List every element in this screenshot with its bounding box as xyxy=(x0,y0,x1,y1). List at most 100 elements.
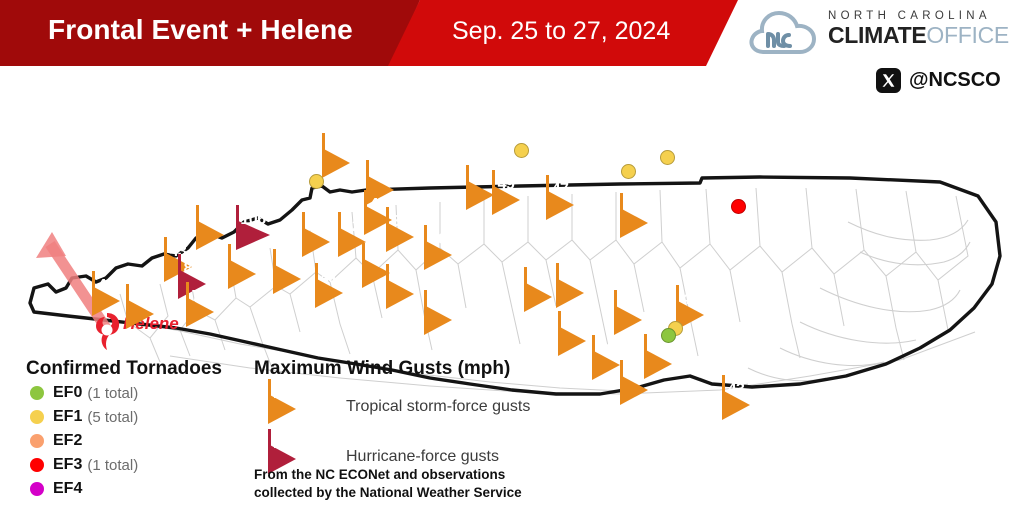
tornado-legend-item: EF4 xyxy=(26,478,256,500)
flag-pennant xyxy=(236,220,270,250)
flag-pennant xyxy=(546,190,574,220)
flag-pennant xyxy=(556,278,584,308)
helene-storm-symbol xyxy=(92,308,122,352)
flag-pennant xyxy=(196,220,224,250)
x-handle-label: @NCSCO xyxy=(909,68,1001,91)
flag-pennant xyxy=(386,222,414,252)
flag-value: 42 xyxy=(97,277,115,294)
flag-pennant xyxy=(268,394,296,424)
flag-value: 45 xyxy=(619,296,637,313)
tornado-legend-dot xyxy=(30,386,44,400)
tornado-legend-item: EF1 (5 total) xyxy=(26,406,256,428)
gust-legend-sample: ## xyxy=(273,385,291,402)
tornado-legend-dot xyxy=(30,434,44,448)
flag-pennant xyxy=(126,299,154,329)
flag-pennant xyxy=(92,286,120,316)
flag-value: 41 xyxy=(367,249,385,266)
date-range-label: Sep. 25 to 27, 2024 xyxy=(452,17,671,45)
flag-value: 55 xyxy=(278,255,296,272)
flag-pennant xyxy=(273,264,301,294)
gust-legend-label: Tropical storm-force gusts xyxy=(346,398,531,415)
gust-legend-title: Maximum Wind Gusts (mph) xyxy=(254,358,511,379)
social-handle[interactable]: @NCSCO xyxy=(876,66,1001,94)
flag-value: 43 xyxy=(529,273,547,290)
tornado-legend-dot xyxy=(30,458,44,472)
flag-value: 73 xyxy=(191,288,209,305)
flag-value: 106 xyxy=(240,211,266,228)
tornado-legend-count: (1 total) xyxy=(87,384,139,402)
flag-value: 47 xyxy=(551,181,569,198)
flag-pennant xyxy=(366,175,394,205)
tornado-legend-title: Confirmed Tornadoes xyxy=(26,358,222,379)
flag-pennant xyxy=(362,258,390,288)
flag-value: 40 xyxy=(681,291,699,308)
logo-state-label: NORTH CAROLINA xyxy=(828,10,991,22)
logo-wordmark: NORTH CAROLINA CLIMATEOFFICE xyxy=(828,10,1009,51)
tornado-legend: Confirmed Tornadoes EF0 (1 total) EF1 (5 to… xyxy=(26,358,256,500)
tornado-marker xyxy=(621,164,636,179)
tornado-marker xyxy=(731,199,746,214)
source-note: From the NC ECONet and observations coll… xyxy=(254,466,522,502)
flag-value: 87 xyxy=(183,260,201,277)
source-note-line2: collected by the National Weather Servic… xyxy=(254,485,522,500)
north-carolina-map[interactable] xyxy=(0,92,1024,432)
flag-value: 48 xyxy=(471,171,489,188)
tornado-legend-rating: EF2 xyxy=(53,432,83,449)
tornado-legend-count: (5 total) xyxy=(87,408,139,426)
flag-pennant xyxy=(614,305,642,335)
flag-pennant xyxy=(302,227,330,257)
tornado-legend-rating: EF3 xyxy=(53,456,83,473)
flag-pennant xyxy=(178,269,206,299)
tornado-marker xyxy=(514,143,529,158)
flag-pennant xyxy=(268,444,296,474)
flag-pennant xyxy=(338,227,366,257)
flag-value: 43 xyxy=(169,243,187,260)
flag-value: 41 xyxy=(320,269,338,286)
flag-value: 49 xyxy=(497,176,515,193)
tornado-legend-rating: EF1 xyxy=(53,408,83,425)
flag-value: 50 xyxy=(307,218,325,235)
flag-pennant xyxy=(644,349,672,379)
logo-climate-label: CLIMATE xyxy=(828,22,927,48)
flag-pennant xyxy=(524,282,552,312)
flag-value: 40 xyxy=(429,231,447,248)
map-vector xyxy=(28,175,1002,396)
state-outline xyxy=(28,175,1002,396)
flag-value: 40 xyxy=(625,366,643,383)
tornado-marker xyxy=(661,328,676,343)
flag-value: 48 xyxy=(563,317,581,334)
tornado-marker xyxy=(309,174,324,189)
flag-value: 50 xyxy=(201,211,219,228)
header-banner: Frontal Event + Helene Sep. 25 to 27, 20… xyxy=(0,0,1024,93)
flag-value: 52 xyxy=(597,341,615,358)
logo-office-label: OFFICE xyxy=(926,22,1009,48)
tornado-legend-item: EF3 (1 total) xyxy=(26,454,256,476)
flag-value: 45 xyxy=(369,196,387,213)
tornado-legend-rating: EF0 xyxy=(53,384,83,401)
cloud-logo-icon xyxy=(748,8,822,56)
tornado-legend-rating: EF4 xyxy=(53,480,83,497)
flag-pennant xyxy=(228,259,256,289)
flag-pennant xyxy=(315,278,343,308)
gust-legend-item: ## Hurricane-force gusts xyxy=(254,429,724,480)
flag-value: 58 xyxy=(233,250,251,267)
flag-value: 44 xyxy=(561,269,579,286)
tornado-legend-rows: EF0 (1 total) EF1 (5 total) EF2 EF3 (1 total) E… xyxy=(26,382,256,500)
tornado-legend-dot xyxy=(30,482,44,496)
flag-value: 43 xyxy=(371,166,389,183)
flag-pennant xyxy=(620,208,648,238)
flag-pennant xyxy=(592,350,620,380)
flag-value: 39 xyxy=(391,213,409,230)
map-legend: Confirmed Tornadoes EF0 (1 total) EF1 (5 to… xyxy=(0,352,1024,512)
source-note-line1: From the NC ECONet and observations xyxy=(254,467,506,482)
flag-value: 40 xyxy=(625,199,643,216)
tornado-legend-item: EF2 xyxy=(26,430,256,452)
flag-value: 65 xyxy=(327,139,345,156)
flag-pennant xyxy=(322,148,350,178)
tornado-legend-item: EF0 (1 total) xyxy=(26,382,256,404)
flag-value: 66 xyxy=(391,270,409,287)
gust-legend: Maximum Wind Gusts (mph) ## Tropical stor… xyxy=(254,358,724,480)
tornado-legend-dot xyxy=(30,410,44,424)
ncsco-logo: NORTH CAROLINA CLIMATEOFFICE xyxy=(748,6,1024,58)
flag-pennant xyxy=(620,375,648,405)
